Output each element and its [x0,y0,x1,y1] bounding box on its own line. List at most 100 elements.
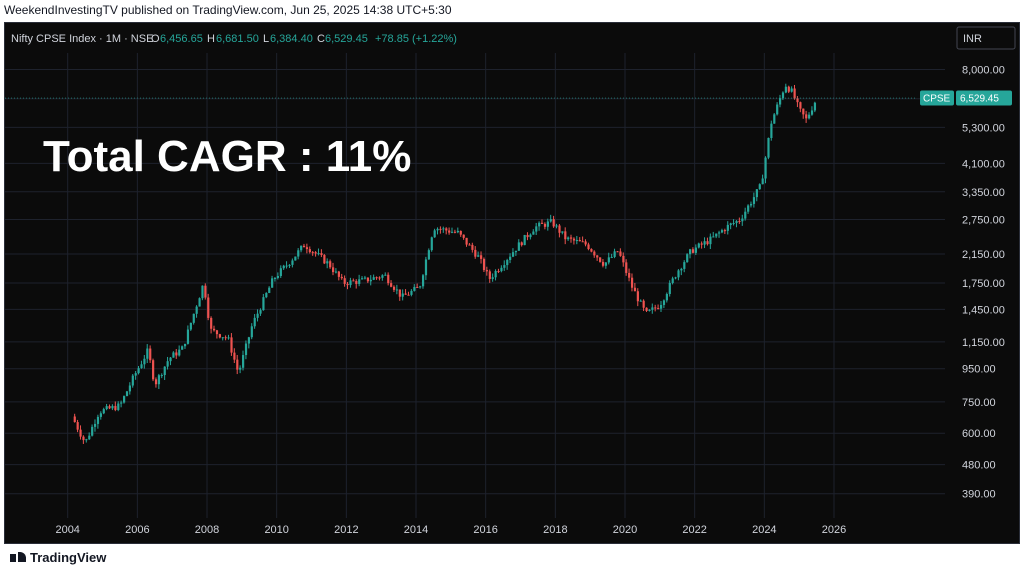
candle-body [375,277,378,279]
candle-body [767,137,770,158]
candle-body [529,234,532,238]
candle-body [448,230,451,233]
candle-body [212,328,216,331]
candle-body [488,271,491,279]
y-tick-label: 600.00 [962,428,996,440]
candle-body [764,157,767,179]
y-tick-label: 750.00 [962,397,996,409]
candle-body [770,123,773,138]
candle-body [378,277,381,279]
price-chart[interactable]: Nifty CPSE Index · 1M · NSE O 6,456.65 H… [5,23,1019,543]
candle-body [355,280,358,284]
candle-body [401,293,404,297]
candle-body [430,237,433,251]
candle-body [195,306,198,314]
candle-body [120,402,123,404]
candle-body [506,259,509,266]
candle-body [773,114,776,124]
legend-low-label: L [263,33,269,45]
y-axis[interactable]: 8,000.006,500.005,300.004,100.003,350.00… [962,65,1005,501]
candle-body [805,114,808,119]
candle-body [404,293,407,295]
candle-body [392,286,396,290]
candle-body [482,258,486,271]
x-tick-label: 2026 [822,524,846,536]
x-tick-label: 2022 [682,524,706,536]
candle-body [683,262,686,269]
candle-body [706,241,709,245]
candle-body [790,88,793,92]
candle-body [628,272,631,278]
legend-low-value: 6,384.40 [270,33,313,45]
tradingview-logo[interactable]: TradingView [10,550,106,565]
y-tick-label: 1,150.00 [962,337,1005,349]
x-tick-label: 2016 [473,524,497,536]
x-tick-label: 2012 [334,524,358,536]
x-axis[interactable]: 2004 2006 2008 2010 2012 2014 2016 2018 2020 2022… [55,524,846,536]
candle-body [387,274,390,284]
candle-body [677,270,680,278]
candle-body [317,253,320,255]
candle-body [712,236,715,238]
candle-body [361,278,364,280]
candle-body [477,255,480,257]
candle-body [300,245,303,251]
candle-body [471,244,474,250]
candle-body [465,237,468,245]
candle-body [166,361,169,367]
candle-body [172,352,175,358]
candle-body [453,231,457,233]
candle-body [456,230,460,233]
candle-body [358,279,361,284]
candle-body [242,355,245,368]
candle-body [137,368,140,374]
candle-body [636,291,639,302]
x-tick-label: 2008 [195,524,219,536]
candle-body [610,256,613,258]
candle-body [787,86,790,92]
candle-body [523,234,526,246]
candle-body [720,230,724,233]
candle-body [320,253,323,256]
candle-body [346,283,349,286]
candle-body [207,297,210,318]
candle-body [645,307,648,311]
candle-body [149,348,152,361]
candle-body [796,98,799,103]
candle-body [227,337,230,339]
candle-body [384,274,387,276]
candle-body [726,224,729,231]
candle-body [236,359,239,370]
candle-body [114,405,117,411]
candle-body [689,249,692,255]
candle-body [230,337,233,353]
footer: TradingView [4,546,1020,572]
tradingview-logo-icon [10,551,26,565]
candle-body [131,375,134,386]
candle-body [532,231,535,235]
candle-body [616,251,619,253]
candle-body [233,352,236,360]
chart-panel[interactable]: Nifty CPSE Index · 1M · NSE O 6,456.65 H… [4,22,1020,544]
candle-body [593,251,596,256]
candle-body [462,234,465,238]
currency-button-label: INR [963,33,982,45]
candle-body [265,292,268,298]
legend-high-value: 6,681.50 [216,33,259,45]
legend-close-label: C [317,33,325,45]
candle-body [625,262,628,273]
currency-button[interactable] [956,26,1016,50]
candle-body [294,256,297,261]
candle-body [549,219,552,222]
price-tag-symbol-box [920,90,954,106]
candle-body [331,267,335,273]
candle-body [268,287,271,293]
candle-body [416,286,419,288]
candle-body [558,225,561,233]
candle-body [282,265,285,269]
candle-body [648,309,651,311]
candle-body [601,261,605,266]
legend-change: +78.85 (+1.22%) [375,33,457,45]
candle-body [567,237,570,240]
candle-body [613,251,616,257]
